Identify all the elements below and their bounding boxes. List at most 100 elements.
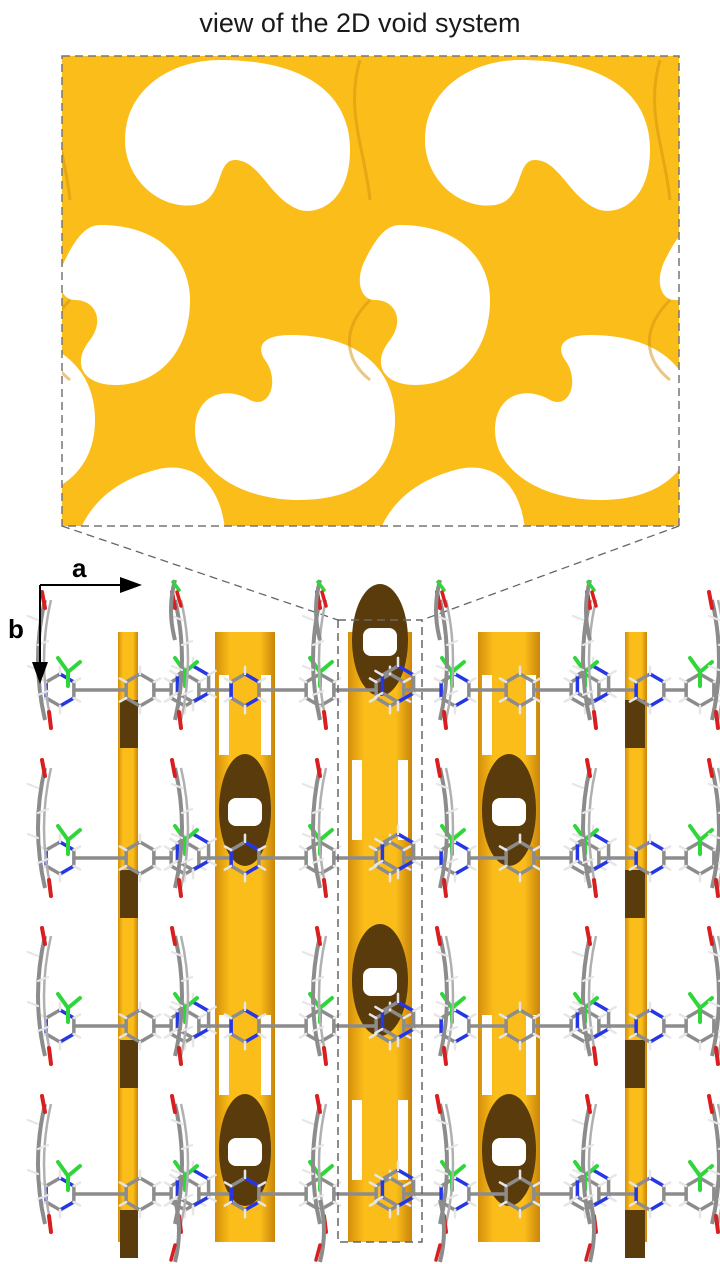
linker-chain: [179, 767, 190, 889]
bond: [569, 1005, 579, 1013]
bond: [634, 1008, 652, 1020]
bond: [374, 1027, 384, 1035]
bond: [412, 1005, 422, 1013]
bond: [314, 1243, 322, 1262]
bond: [170, 614, 184, 622]
bond: [152, 1200, 162, 1207]
channel-cavity: [120, 700, 138, 748]
bond: [36, 689, 50, 697]
bond: [47, 1214, 53, 1234]
linker-chain: [169, 579, 177, 641]
bond: [169, 691, 179, 699]
void-gap: [195, 335, 395, 500]
bond: [138, 1032, 156, 1044]
bond: [207, 1173, 217, 1181]
bond: [170, 950, 184, 958]
bond: [532, 864, 542, 871]
bond: [180, 639, 194, 647]
bond: [453, 1176, 471, 1188]
bond: [628, 1181, 638, 1188]
bond: [571, 950, 585, 958]
bond: [124, 1032, 142, 1044]
bond: [374, 1195, 384, 1203]
bond: [440, 590, 448, 608]
bond: [412, 1195, 422, 1203]
bond: [569, 1200, 587, 1212]
bond: [518, 1032, 536, 1044]
channel-cavity: [625, 700, 645, 748]
bond: [243, 696, 261, 708]
bond: [72, 1200, 82, 1207]
bond: [374, 859, 384, 867]
linker-chain: [42, 599, 53, 721]
bond: [714, 710, 720, 730]
bond: [124, 1008, 142, 1020]
linker-chain: [317, 767, 328, 889]
bond: [584, 1243, 592, 1262]
bond: [433, 696, 443, 703]
bond: [298, 845, 308, 852]
channel-cavity: [625, 1040, 645, 1088]
bond: [563, 845, 573, 852]
bond: [396, 1195, 416, 1208]
linker-chain: [317, 935, 328, 1057]
zoom-region-box: [337, 619, 423, 1243]
bond: [684, 1176, 702, 1188]
bond: [518, 840, 536, 852]
bond: [118, 1181, 128, 1188]
bond: [634, 864, 652, 876]
bond: [563, 677, 573, 684]
bond: [607, 837, 617, 845]
linker-chain: [179, 599, 190, 721]
bond: [311, 689, 325, 697]
bond: [707, 782, 720, 790]
bond: [58, 696, 76, 708]
bond: [581, 857, 595, 865]
bond: [170, 1000, 184, 1008]
bond: [301, 832, 315, 840]
bond: [388, 1176, 406, 1188]
bond: [315, 1094, 322, 1114]
bond: [445, 1193, 459, 1201]
bond: [412, 1027, 422, 1035]
linker-chain: [311, 935, 322, 1057]
channel-edge: [526, 675, 536, 755]
bond: [662, 677, 672, 684]
bond: [257, 1200, 267, 1207]
bond: [368, 696, 378, 703]
bond: [396, 664, 416, 677]
bond: [311, 639, 325, 647]
bond: [72, 696, 82, 703]
bond: [169, 859, 179, 867]
bond: [396, 1168, 416, 1181]
bond: [170, 1168, 184, 1176]
bond: [433, 1181, 443, 1188]
bond: [433, 1013, 443, 1020]
bond: [396, 832, 416, 845]
bond: [191, 1000, 211, 1013]
bond: [138, 672, 156, 684]
bond: [170, 782, 184, 790]
bond: [648, 696, 666, 708]
void-gap: [495, 335, 679, 500]
bond: [498, 677, 508, 684]
bond: [634, 696, 652, 708]
bond: [707, 590, 714, 610]
bond: [163, 1013, 173, 1020]
bond: [504, 1032, 522, 1044]
bond: [581, 807, 595, 815]
bond: [532, 1013, 542, 1020]
bond: [380, 832, 400, 845]
bond: [628, 864, 638, 871]
bond: [40, 758, 47, 778]
bond: [138, 1008, 156, 1020]
bond: [298, 864, 308, 871]
bond: [58, 864, 76, 876]
bond: [396, 1027, 416, 1040]
bond: [591, 691, 611, 704]
bond: [678, 845, 688, 852]
bond: [243, 1200, 261, 1212]
bond: [332, 1032, 342, 1039]
void-surface: [62, 56, 679, 526]
